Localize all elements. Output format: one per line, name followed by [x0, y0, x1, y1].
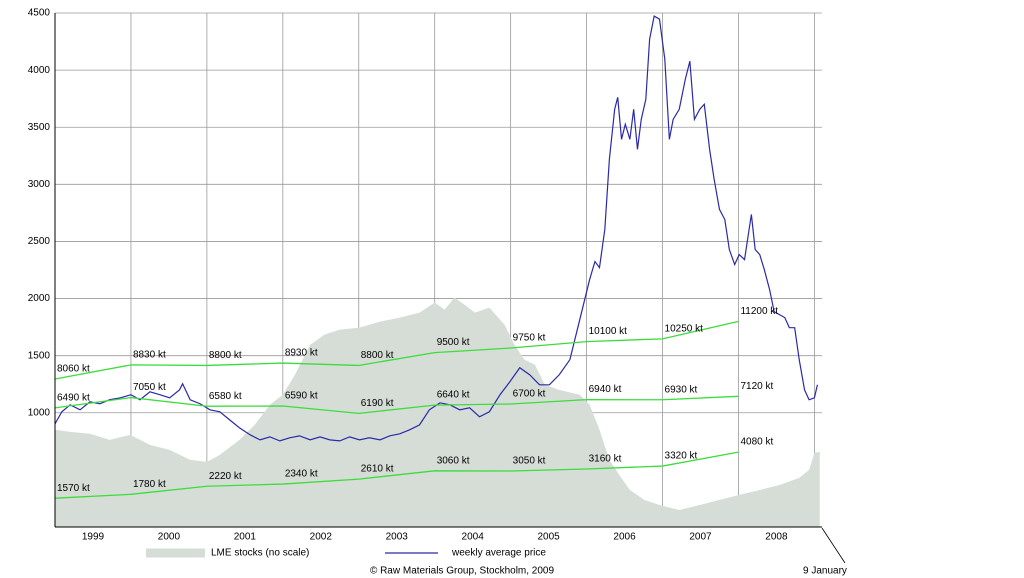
data-label: 3060 kt: [437, 455, 470, 466]
x-tick-label: 2002: [310, 532, 333, 543]
data-label: 6590 kt: [285, 391, 318, 402]
y-tick-label: 2000: [28, 293, 51, 304]
data-label: 10100 kt: [589, 326, 628, 337]
line: [54, 451, 739, 499]
x-tick-label: 2007: [689, 532, 712, 543]
data-label: 9500 kt: [437, 337, 470, 348]
x-tick-label: 2004: [462, 532, 485, 543]
x-tick-label: 2000: [158, 532, 181, 543]
data-label: 4080 kt: [740, 437, 773, 448]
data-label: 6580 kt: [209, 391, 242, 402]
data-label: 6940 kt: [589, 384, 622, 395]
annotation: 9 January: [803, 566, 847, 577]
data-label: 8800 kt: [209, 350, 242, 361]
data-label: 8060 kt: [57, 364, 90, 375]
line: [54, 320, 739, 380]
x-tick-label: 2006: [613, 532, 636, 543]
data-label: 8800 kt: [361, 350, 394, 361]
data-label: 9750 kt: [513, 333, 546, 344]
x-tick-label: 1999: [82, 532, 105, 543]
data-label: 7120 kt: [740, 381, 773, 392]
y-tick-label: 3500: [28, 122, 51, 133]
y-tick-label: 4000: [28, 65, 51, 76]
y-tick-label: 4500: [28, 8, 51, 19]
data-label: 2220 kt: [209, 471, 242, 482]
y-tick-label: 2500: [28, 236, 51, 247]
x-tick-label: 2001: [234, 532, 257, 543]
data-label: 8830 kt: [133, 350, 166, 361]
y-tick-label: 3000: [28, 179, 51, 190]
credit: © Raw Materials Group, Stockholm, 2009: [370, 566, 555, 577]
y-tick-label: 1000: [28, 407, 51, 418]
data-label: 7050 kt: [133, 382, 166, 393]
data-label: 3050 kt: [513, 456, 546, 467]
data-label: 6700 kt: [513, 389, 546, 400]
area: [55, 297, 820, 527]
data-label: 3320 kt: [665, 451, 698, 462]
data-label: 6490 kt: [57, 393, 90, 404]
data-label: 6190 kt: [361, 398, 394, 409]
data-label: 3160 kt: [589, 454, 622, 465]
data-label: 6640 kt: [437, 390, 470, 401]
x-tick-label: 2003: [386, 532, 409, 543]
data-label: 11200 kt: [740, 306, 778, 317]
data-label: 8930 kt: [285, 348, 318, 359]
line: [54, 395, 739, 415]
legend-swatch: [146, 548, 205, 558]
legend-label: LME stocks (no scale): [211, 548, 309, 559]
y-tick-label: 1500: [28, 350, 51, 361]
x-tick-label: 2008: [765, 532, 788, 543]
data-label: 6930 kt: [665, 384, 698, 395]
legend-label: weekly average price: [451, 548, 546, 559]
labels: 1000 1500 2000 2500 3000 3500 4000 4500 1999 2000…: [28, 8, 788, 559]
plot-area: [54, 15, 820, 527]
x-tick-label: 2005: [537, 532, 560, 543]
annotation-pointer: [821, 527, 846, 564]
data-label: 1780 kt: [133, 479, 166, 490]
data-label: 10250 kt: [665, 323, 704, 334]
data-label: 1570 kt: [57, 483, 90, 494]
data-label: 2340 kt: [285, 469, 318, 480]
data-label: 2610 kt: [361, 464, 394, 475]
line: [54, 15, 819, 442]
